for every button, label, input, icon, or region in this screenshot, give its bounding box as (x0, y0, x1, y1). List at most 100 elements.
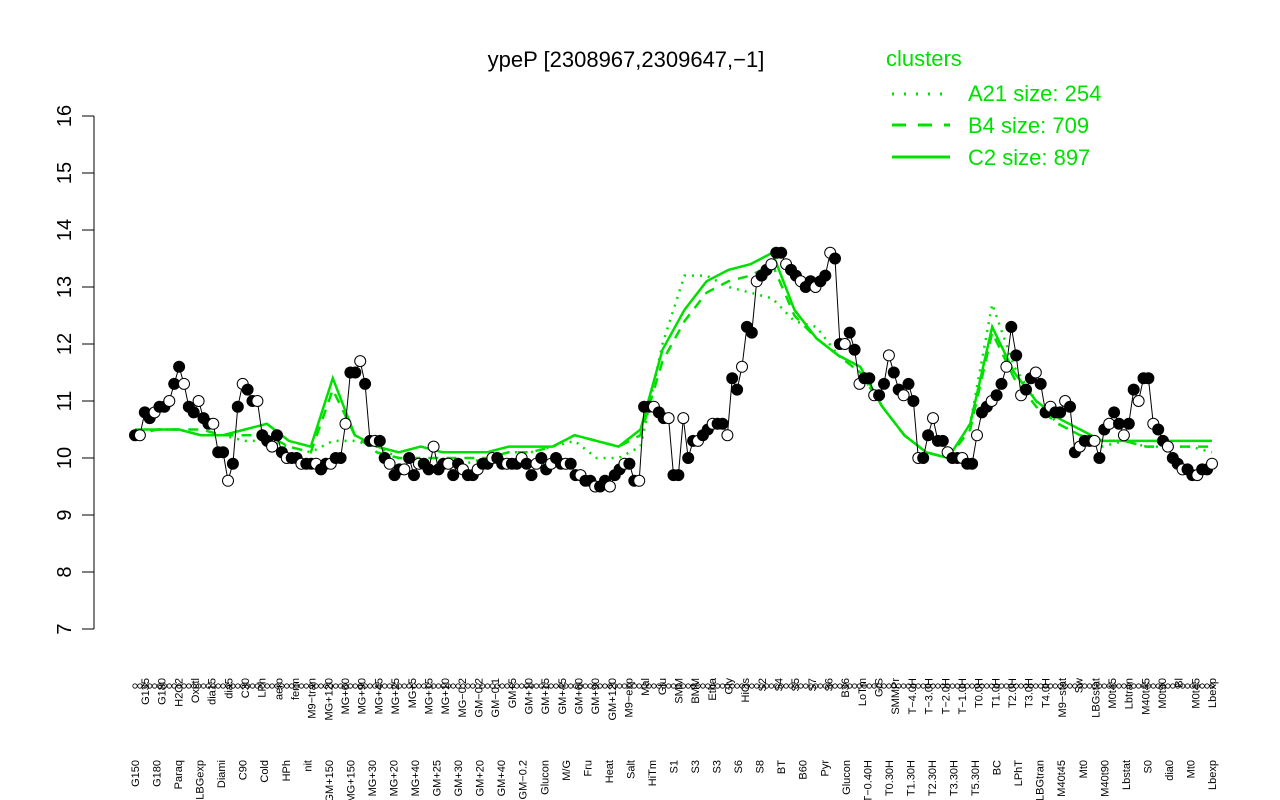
x-rug-mark (225, 683, 231, 689)
x-rug-mark (465, 683, 471, 689)
x-rug-mark (220, 683, 226, 689)
x-tick-label: Paraq (173, 760, 185, 789)
x-rug-mark (1136, 683, 1142, 689)
data-point (373, 434, 386, 447)
x-tick-label: M40t45 (1056, 760, 1068, 797)
x-rug-mark (240, 683, 246, 689)
x-tick-label: GM−0.1 (490, 678, 502, 717)
x-tick-label: G180 (157, 678, 169, 705)
x-rug-mark (1194, 683, 1200, 689)
x-tick-label: T2.0H (1007, 678, 1019, 708)
x-rug-mark (1062, 683, 1068, 689)
x-rug-mark (479, 683, 486, 689)
x-rug-mark (1106, 683, 1112, 689)
x-rug-mark (905, 683, 912, 689)
data-point (682, 452, 695, 464)
x-tick-label: S6 (733, 760, 745, 773)
cluster-lines (134, 251, 1213, 465)
x-rug-mark (930, 683, 936, 689)
x-rug-mark (519, 683, 525, 689)
x-tick-label: T−1.0H (957, 678, 969, 714)
x-rug-mark (152, 683, 158, 689)
x-tick-label: BT (776, 760, 788, 774)
x-rug-mark (470, 683, 476, 689)
x-tick-label: MG+90 (357, 678, 369, 714)
x-tick-label: M0t45 (1107, 678, 1119, 709)
x-tick-label: LPh (257, 678, 269, 698)
data-point (623, 457, 636, 470)
x-rug-mark (391, 683, 398, 689)
data-point (226, 457, 239, 470)
data-point (902, 377, 915, 390)
x-rug-mark (954, 683, 961, 689)
x-rug-mark (274, 683, 280, 689)
x-rug-mark (597, 683, 603, 689)
data-point (222, 474, 234, 487)
x-rug-mark (303, 683, 309, 689)
x-rug-mark (342, 683, 349, 689)
x-rug-mark (685, 683, 691, 689)
y-tick-label: 8 (54, 566, 76, 577)
x-rug-mark (514, 683, 520, 689)
x-rug-mark (568, 683, 574, 689)
x-rug-mark (1018, 683, 1024, 689)
x-rug-mark (259, 683, 265, 689)
data-point (1064, 400, 1076, 413)
x-tick-label: T−3.0H (924, 678, 936, 714)
x-rug-mark (1111, 683, 1117, 689)
x-tick-label: MG+30 (367, 760, 379, 796)
x-rug-mark (186, 683, 192, 689)
x-rug-mark (881, 683, 887, 689)
x-rug-mark (249, 683, 256, 689)
x-rug-mark (362, 683, 368, 689)
x-tick-label: T−4.0H (907, 678, 919, 714)
x-rug-mark (803, 683, 809, 689)
x-tick-label: Lbexp (1207, 678, 1219, 708)
x-tick-label: Pyr (819, 760, 831, 777)
legend-title: clusters (886, 46, 962, 71)
x-rug-mark (1003, 683, 1010, 689)
x-tick-label: LPhT (1013, 760, 1025, 787)
x-rug-mark (778, 683, 784, 689)
x-rug-mark (1140, 683, 1147, 689)
x-rug-mark (156, 683, 163, 689)
y-tick-label: 11 (54, 391, 76, 412)
x-tick-label: LBGstat (1090, 678, 1102, 718)
data-point (677, 412, 690, 425)
x-rug-mark (969, 683, 975, 689)
x-rug-mark (137, 683, 143, 689)
x-axis: G135 G180 H2O2 Oxctl dia15 dia5 C30 LPh aero ferm… (130, 677, 1219, 800)
x-tick-label: MG+10 (440, 678, 452, 714)
x-rug-mark (729, 683, 735, 689)
x-tick-label: Salt (625, 760, 637, 779)
x-rug-mark (607, 683, 613, 689)
cluster-line-2 (135, 251, 1212, 460)
data-point (848, 343, 861, 356)
x-tick-label: C30 (240, 678, 252, 698)
x-rug-mark (357, 683, 363, 689)
data-point (672, 469, 685, 482)
data-point (736, 360, 748, 373)
x-tick-label: Cold (259, 760, 271, 783)
x-rug-mark (161, 683, 167, 689)
x-tick-label: Heat (604, 760, 616, 783)
x-rug-mark (680, 683, 686, 689)
x-rug-mark (382, 683, 388, 689)
x-rug-mark (1209, 683, 1215, 689)
x-tick-label: aero (273, 678, 285, 700)
x-rug-mark (788, 683, 794, 689)
data-point (1010, 349, 1023, 362)
data-point (873, 389, 886, 402)
data-point (403, 452, 416, 464)
x-tick-label: S6 (824, 678, 836, 691)
x-rug-mark (1165, 683, 1171, 689)
x-rug-mark (749, 683, 755, 689)
x-rug-mark (577, 683, 584, 689)
x-rug-mark (548, 683, 554, 689)
x-tick-label: S1 (669, 760, 681, 773)
data-point (843, 326, 856, 339)
x-rug-mark (758, 683, 765, 689)
data-point (1034, 377, 1047, 390)
x-rug-mark (1189, 683, 1196, 689)
x-rug-mark (793, 683, 799, 689)
